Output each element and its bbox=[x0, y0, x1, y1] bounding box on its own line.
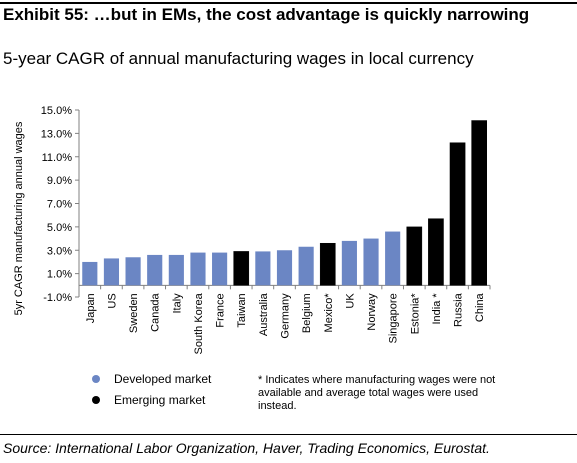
y-tick-label: 11.0% bbox=[42, 152, 73, 164]
x-tick-label: India * bbox=[431, 293, 443, 325]
bar bbox=[363, 238, 379, 286]
x-tick-label: South Korea bbox=[193, 292, 205, 354]
y-tick-label: 9.0% bbox=[47, 175, 72, 187]
x-tick-label: UK bbox=[344, 293, 356, 309]
footnote: * Indicates where manufacturing wages we… bbox=[258, 374, 496, 412]
bar bbox=[471, 120, 488, 286]
bar bbox=[190, 252, 206, 286]
developed-marker-icon bbox=[92, 375, 100, 383]
x-tick-label: Mexico* bbox=[323, 293, 335, 333]
emerging-marker-icon bbox=[92, 396, 100, 404]
y-tick-label: 15.0% bbox=[41, 105, 72, 117]
bar bbox=[125, 257, 141, 286]
bar bbox=[449, 142, 466, 286]
exhibit-subtitle: 5-year CAGR of annual manufacturing wage… bbox=[3, 49, 474, 68]
bar bbox=[168, 254, 184, 286]
x-tick-label: Sweden bbox=[128, 293, 140, 333]
x-tick-label: US bbox=[106, 293, 118, 308]
y-tick-label: 1.0% bbox=[47, 269, 72, 281]
x-tick-label: Estonia* bbox=[409, 293, 421, 335]
x-tick-label: Singapore bbox=[388, 293, 400, 343]
bar bbox=[255, 251, 271, 286]
x-tick-label: Belgium bbox=[301, 293, 313, 333]
bar bbox=[233, 251, 250, 286]
bar bbox=[406, 226, 423, 286]
x-tick-label: Norway bbox=[366, 293, 378, 331]
y-tick-label: 7.0% bbox=[47, 199, 72, 211]
bar bbox=[82, 261, 98, 286]
x-tick-label: Canada bbox=[150, 292, 162, 331]
x-tick-label: France bbox=[215, 293, 227, 327]
x-tick-label: Italy bbox=[171, 293, 183, 314]
bar bbox=[341, 240, 357, 286]
x-tick-label: Germany bbox=[280, 293, 292, 339]
source-note: Source: International Labor Organization… bbox=[3, 440, 490, 456]
y-tick-label: 3.0% bbox=[47, 245, 72, 257]
bar bbox=[319, 242, 336, 286]
x-tick-label: Taiwan bbox=[236, 293, 248, 327]
bar bbox=[147, 254, 163, 286]
bar bbox=[103, 258, 120, 286]
x-tick-label: Russia bbox=[453, 292, 465, 327]
top-rule bbox=[0, 2, 577, 4]
y-tick-label: 5.0% bbox=[47, 222, 72, 234]
bar-chart: -1.0% 1.0% 3.0% 5.0% 7.0% 9.0% 11.0% 13.0% 15.0%… bbox=[13, 105, 491, 354]
x-tick-label: Japan bbox=[85, 293, 97, 323]
x-tick-label: China bbox=[474, 292, 486, 322]
bar bbox=[212, 252, 228, 286]
legend-emerging-label: Emerging market bbox=[114, 393, 206, 407]
exhibit-title: Exhibit 55: …but in EMs, the cost advant… bbox=[3, 5, 530, 24]
bar bbox=[385, 231, 401, 286]
y-tick-label: 13.0% bbox=[41, 128, 72, 140]
bar bbox=[428, 218, 444, 286]
bar bbox=[298, 246, 314, 286]
x-tick-label: Australia bbox=[258, 292, 270, 336]
legend-developed-label: Developed market bbox=[114, 372, 212, 386]
y-tick-label: -1.0% bbox=[43, 292, 72, 304]
bar bbox=[276, 250, 293, 286]
y-axis-title: 5yr CAGR manufacturing annual wages bbox=[13, 121, 25, 315]
bottom-rule bbox=[0, 434, 577, 435]
